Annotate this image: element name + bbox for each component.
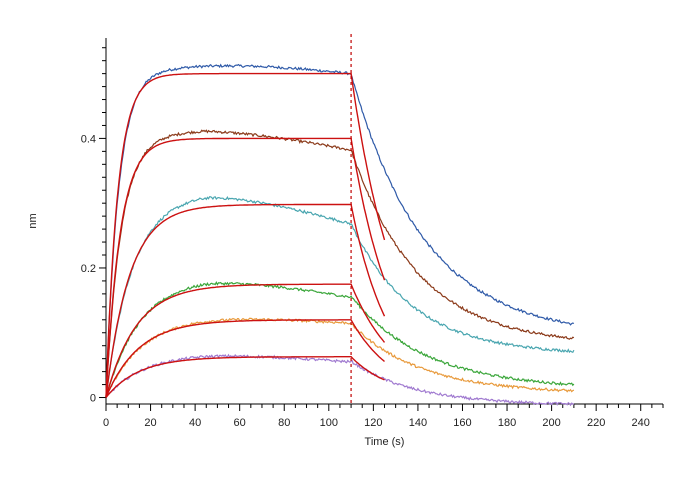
- x-tick-label: 120: [364, 417, 382, 429]
- data-curve-1: [105, 63, 575, 398]
- fit-curves: [105, 72, 386, 398]
- data-curve-3: [105, 195, 575, 397]
- data-curve-6: [105, 353, 575, 407]
- x-tick-label: 240: [632, 417, 650, 429]
- data-curve-2: [105, 129, 575, 397]
- fit-curve-6: [105, 356, 385, 398]
- fit-curve-4: [105, 283, 386, 398]
- data-curves: [105, 63, 575, 407]
- x-tick-label: 220: [587, 417, 605, 429]
- fit-curve-5: [105, 319, 385, 398]
- x-tick-label: 180: [498, 417, 516, 429]
- x-tick-label: 0: [103, 417, 109, 429]
- data-curve-5: [105, 317, 575, 398]
- x-tick-label: 140: [409, 417, 427, 429]
- y-tick-label: 0.2: [81, 263, 96, 275]
- axes: 0 20 40 60 80 100 120 140 160 180 200 220 240 0 0.2 0.…: [81, 38, 664, 429]
- x-axis-label: Time (s): [365, 436, 405, 448]
- fit-curve-1: [105, 72, 386, 398]
- x-tick-label: 60: [234, 417, 246, 429]
- x-tick-label: 40: [189, 417, 201, 429]
- x-tick-label: 20: [144, 417, 156, 429]
- data-curve-4: [105, 280, 575, 397]
- y-tick-label: 0.4: [81, 133, 96, 145]
- x-tick-label: 160: [453, 417, 471, 429]
- y-axis-label: nm: [27, 213, 39, 228]
- fit-curve-3: [105, 203, 386, 398]
- y-ticks: 0 0.2 0.4: [81, 47, 106, 405]
- fit-curve-2: [105, 137, 386, 398]
- y-tick-label: 0: [90, 393, 96, 405]
- x-tick-label: 80: [278, 417, 290, 429]
- x-tick-label: 100: [320, 417, 338, 429]
- x-ticks: 0 20 40 60 80 100 120 140 160 180 200 220 240: [103, 404, 664, 429]
- x-tick-label: 200: [542, 417, 560, 429]
